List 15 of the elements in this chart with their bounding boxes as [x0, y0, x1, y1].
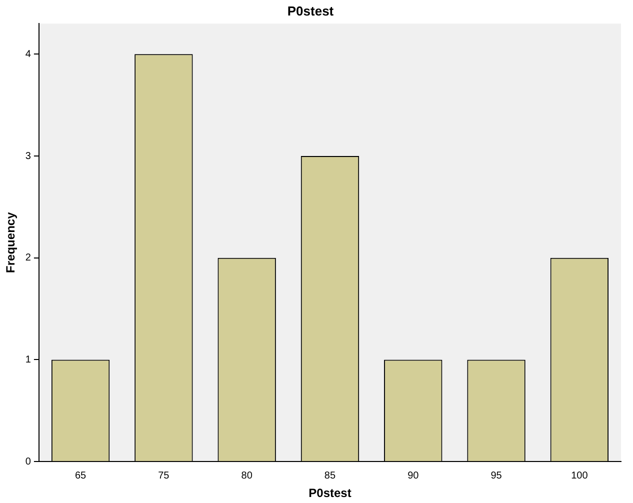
x-tick-label: 80	[241, 470, 253, 482]
x-axis-title: P0stest	[308, 486, 352, 500]
y-tick-label: 2	[25, 252, 32, 264]
x-tick-label: 75	[158, 470, 170, 482]
chart-title: P0stest	[287, 3, 334, 18]
y-tick-label: 0	[25, 456, 32, 468]
y-tick-label: 1	[25, 354, 32, 366]
x-tick-label: 65	[74, 470, 87, 482]
x-tick-label: 85	[324, 470, 336, 482]
y-tick-label: 3	[25, 150, 32, 162]
y-tick-label: 4	[25, 48, 32, 60]
x-tick-label: 95	[490, 470, 502, 482]
x-tick-label: 90	[408, 470, 420, 482]
x-tick-label: 100	[571, 470, 588, 482]
y-axis-title: Frequency	[4, 212, 18, 273]
